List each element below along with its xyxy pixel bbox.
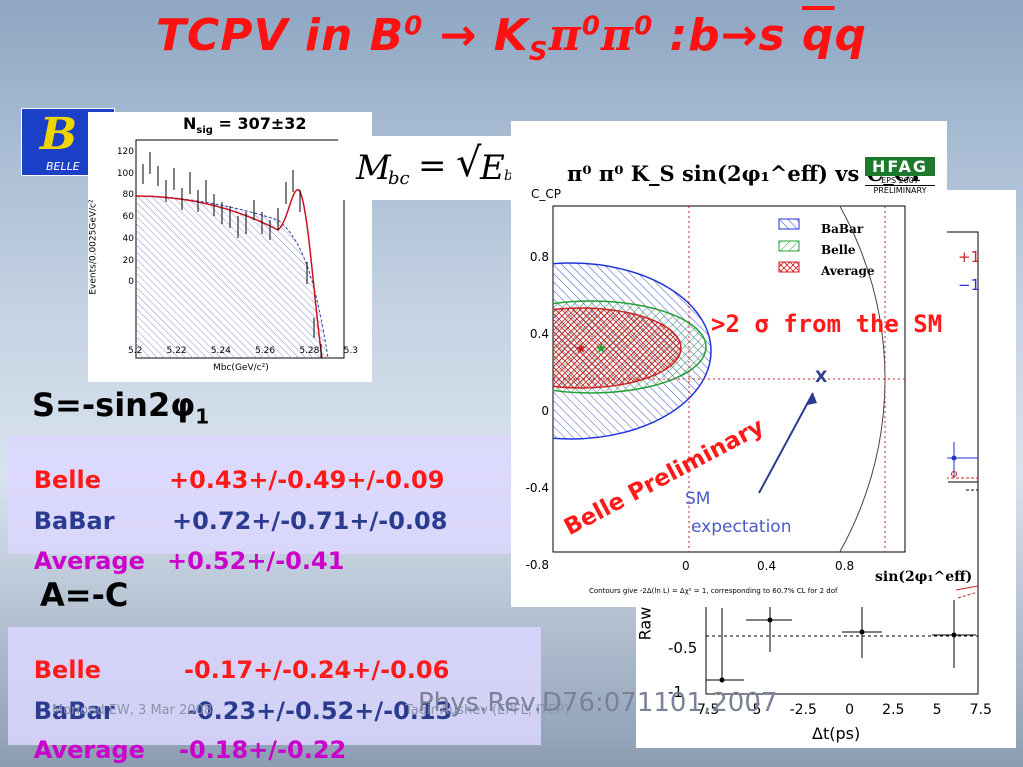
hfag-badge: HFAG EPS 2007 PRELIMINARY — [865, 157, 935, 195]
average-contour — [553, 307, 682, 389]
average-star: ★ — [575, 341, 588, 357]
mbc-fit-curve — [135, 189, 323, 359]
hfag-legend: BaBar Belle Average — [821, 222, 875, 278]
belle-logo-text: BELLE — [46, 160, 80, 173]
s-results-band — [8, 436, 530, 554]
hfag-xtick-0: 0 — [682, 559, 690, 573]
sm-label-2: expectation — [691, 517, 792, 537]
mbc-plot-canvas — [135, 139, 345, 359]
belle-star: ★ — [595, 341, 608, 357]
hfag-ylabel: C_CP — [531, 187, 561, 201]
slide-title: TCPV in B0 → KSπ0π0 :b→s qq — [155, 10, 868, 67]
s-row-average: Average +0.52+/-0.41 — [33, 547, 345, 575]
hfag-footnote: Contours give -2Δ(ln L) = Δχ² = 1, corre… — [589, 587, 838, 595]
mbc-ylabel: Events/0.0025GeV/c² — [88, 199, 99, 295]
mbc-plot-title: Nsig = 307±32 — [183, 114, 307, 137]
hfag-plot: π⁰ π⁰ K_S sin(2φ₁^eff) vs C_CP HFAG EPS … — [511, 121, 972, 607]
sm-arrow — [758, 392, 814, 494]
sm-x-marker: X — [815, 367, 828, 386]
raw-xticks: -7.5 -5 -2.5 0 2.5 5 7.5 — [692, 702, 992, 718]
mbc-formula: M bc = √ E b — [338, 136, 513, 200]
hfag-canvas: ★ ★ — [552, 205, 906, 553]
raw-yticks: -0.5 -1 — [668, 639, 698, 701]
mbc-data-points — [142, 152, 322, 358]
mbc-xlabel: Mbc(GeV/c²) — [213, 363, 269, 373]
belle-logo-letter: B — [40, 109, 78, 160]
a-row-babar: BaBar -0.23+/-0.52+/-0.13 — [33, 697, 453, 725]
s-row-belle: Belle +0.43+/-0.49+/-0.09 — [33, 466, 445, 494]
raw-upper-points — [946, 442, 979, 599]
raw-legend-plus: +1 — [958, 248, 981, 266]
a-row-average: Average -0.18+/-0.22 — [33, 736, 347, 764]
hfag-xtick-2: 0.8 — [835, 559, 855, 573]
hfag-xlabel: sin(2φ₁^eff) — [875, 569, 973, 585]
hfag-xtick-1: 0.4 — [757, 559, 777, 573]
a-row-belle: Belle -0.17+/-0.24+/-0.06 — [33, 656, 450, 684]
footer-author: Tagir Aushev (EPFL, ITEP) — [405, 703, 570, 718]
sigma-statement: >2 σ from the SM — [711, 310, 943, 338]
hfag-yticks: 0.8 0.4 0 -0.4 -0.8 — [525, 250, 549, 572]
a-results-band — [8, 627, 541, 745]
sm-label: SM — [685, 489, 711, 509]
mbc-xticks: 5.2 5.22 5.24 5.26 5.28 5.3 — [128, 346, 358, 356]
mbc-yticks: 120 100 80 60 40 20 0 — [116, 147, 134, 288]
raw-legend-minus: −1 — [958, 276, 981, 294]
mbc-plot: Nsig = 307±32 120 100 80 60 40 20 0 5.2 5.22 5.… — [88, 112, 372, 382]
footer-conference: Moriond EW, 3 Mar 2008 — [52, 703, 213, 718]
mbc-background-hatch — [136, 196, 328, 358]
raw-xlabel: Δt(ps) — [812, 724, 861, 743]
a-header: A=-C — [40, 576, 129, 614]
s-row-babar: BaBar +0.72+/-0.71+/-0.08 — [33, 507, 448, 535]
s-header: S=-sin2φ1 — [32, 386, 210, 429]
footer-reference: Phys.Rev.D76:071101,2007 — [418, 688, 778, 718]
